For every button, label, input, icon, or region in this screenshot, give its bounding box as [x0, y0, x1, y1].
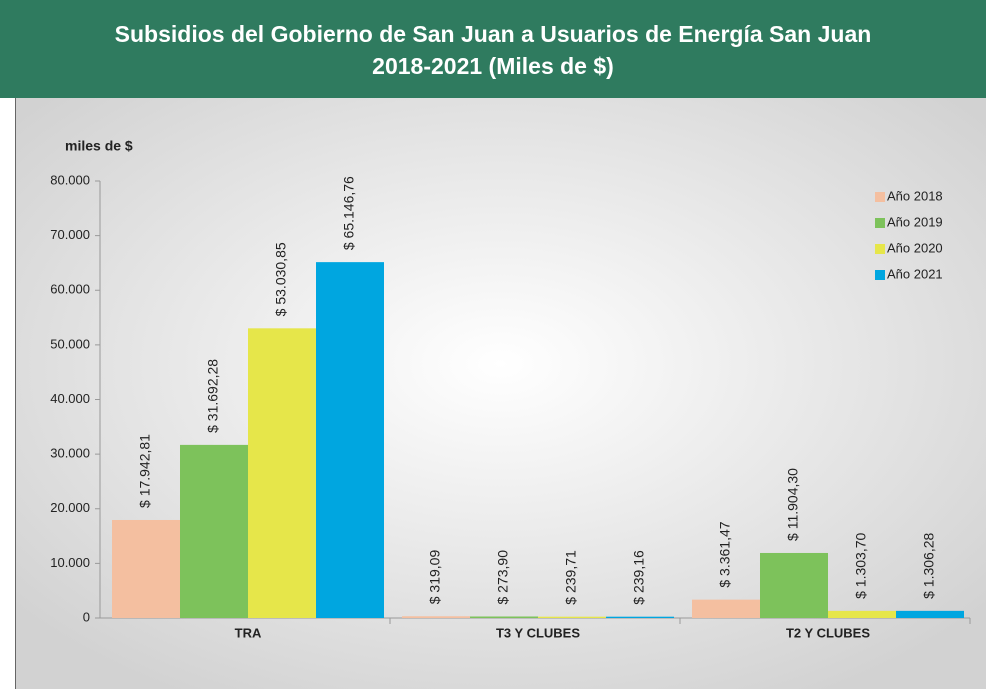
legend-swatch: [875, 218, 885, 228]
value-label: $ 53.030,85: [273, 242, 289, 316]
bar: [248, 328, 316, 618]
value-label: $ 11.904,30: [785, 468, 801, 541]
bar: [692, 599, 760, 618]
header: [0, 0, 986, 98]
legend-swatch: [875, 244, 885, 254]
y-tick-label: 60.000: [50, 282, 90, 297]
value-label: $ 3.361,47: [717, 521, 733, 587]
y-tick-label: 70.000: [50, 227, 90, 242]
value-label: $ 319,09: [427, 550, 443, 605]
legend-label: Año 2020: [887, 240, 943, 255]
y-tick-label: 20.000: [50, 500, 90, 515]
legend-label: Año 2019: [887, 214, 943, 229]
y-axis-label: miles de $: [65, 138, 133, 154]
value-label: $ 273,90: [495, 550, 511, 605]
bar: [402, 616, 470, 618]
y-tick-label: 10.000: [50, 555, 90, 570]
x-tick-label: T2 Y CLUBES: [786, 625, 870, 640]
y-tick-label: 50.000: [50, 336, 90, 351]
legend-label: Año 2021: [887, 266, 943, 281]
y-tick-label: 0: [83, 609, 90, 624]
x-tick-label: T3 Y CLUBES: [496, 625, 580, 640]
value-label: $ 239,16: [631, 550, 647, 605]
y-tick-label: 30.000: [50, 446, 90, 461]
bar: [606, 616, 674, 618]
x-tick-label: TRA: [235, 625, 262, 640]
bar: [180, 444, 248, 618]
value-label: $ 65.146,76: [341, 176, 357, 250]
value-label: $ 1.303,70: [853, 532, 869, 598]
value-label: $ 1.306,28: [921, 532, 937, 598]
value-label: $ 31.692,28: [205, 359, 221, 433]
bar: [112, 519, 180, 618]
bar: [316, 262, 384, 618]
y-tick-label: 80.000: [50, 172, 90, 187]
bar: [760, 552, 828, 618]
value-label: $ 17.942,81: [137, 434, 153, 508]
chart-title: Subsidios del Gobierno de San Juan a Usu…: [115, 21, 872, 47]
value-label: $ 239,71: [563, 550, 579, 605]
bar: [470, 616, 538, 618]
legend-swatch: [875, 192, 885, 202]
bar: [896, 610, 964, 618]
legend-label: Año 2018: [887, 188, 943, 203]
bar: [828, 610, 896, 618]
legend-swatch: [875, 270, 885, 280]
y-tick-label: 40.000: [50, 391, 90, 406]
bar: [538, 616, 606, 618]
chart-title: 2018-2021 (Miles de $): [372, 53, 614, 79]
